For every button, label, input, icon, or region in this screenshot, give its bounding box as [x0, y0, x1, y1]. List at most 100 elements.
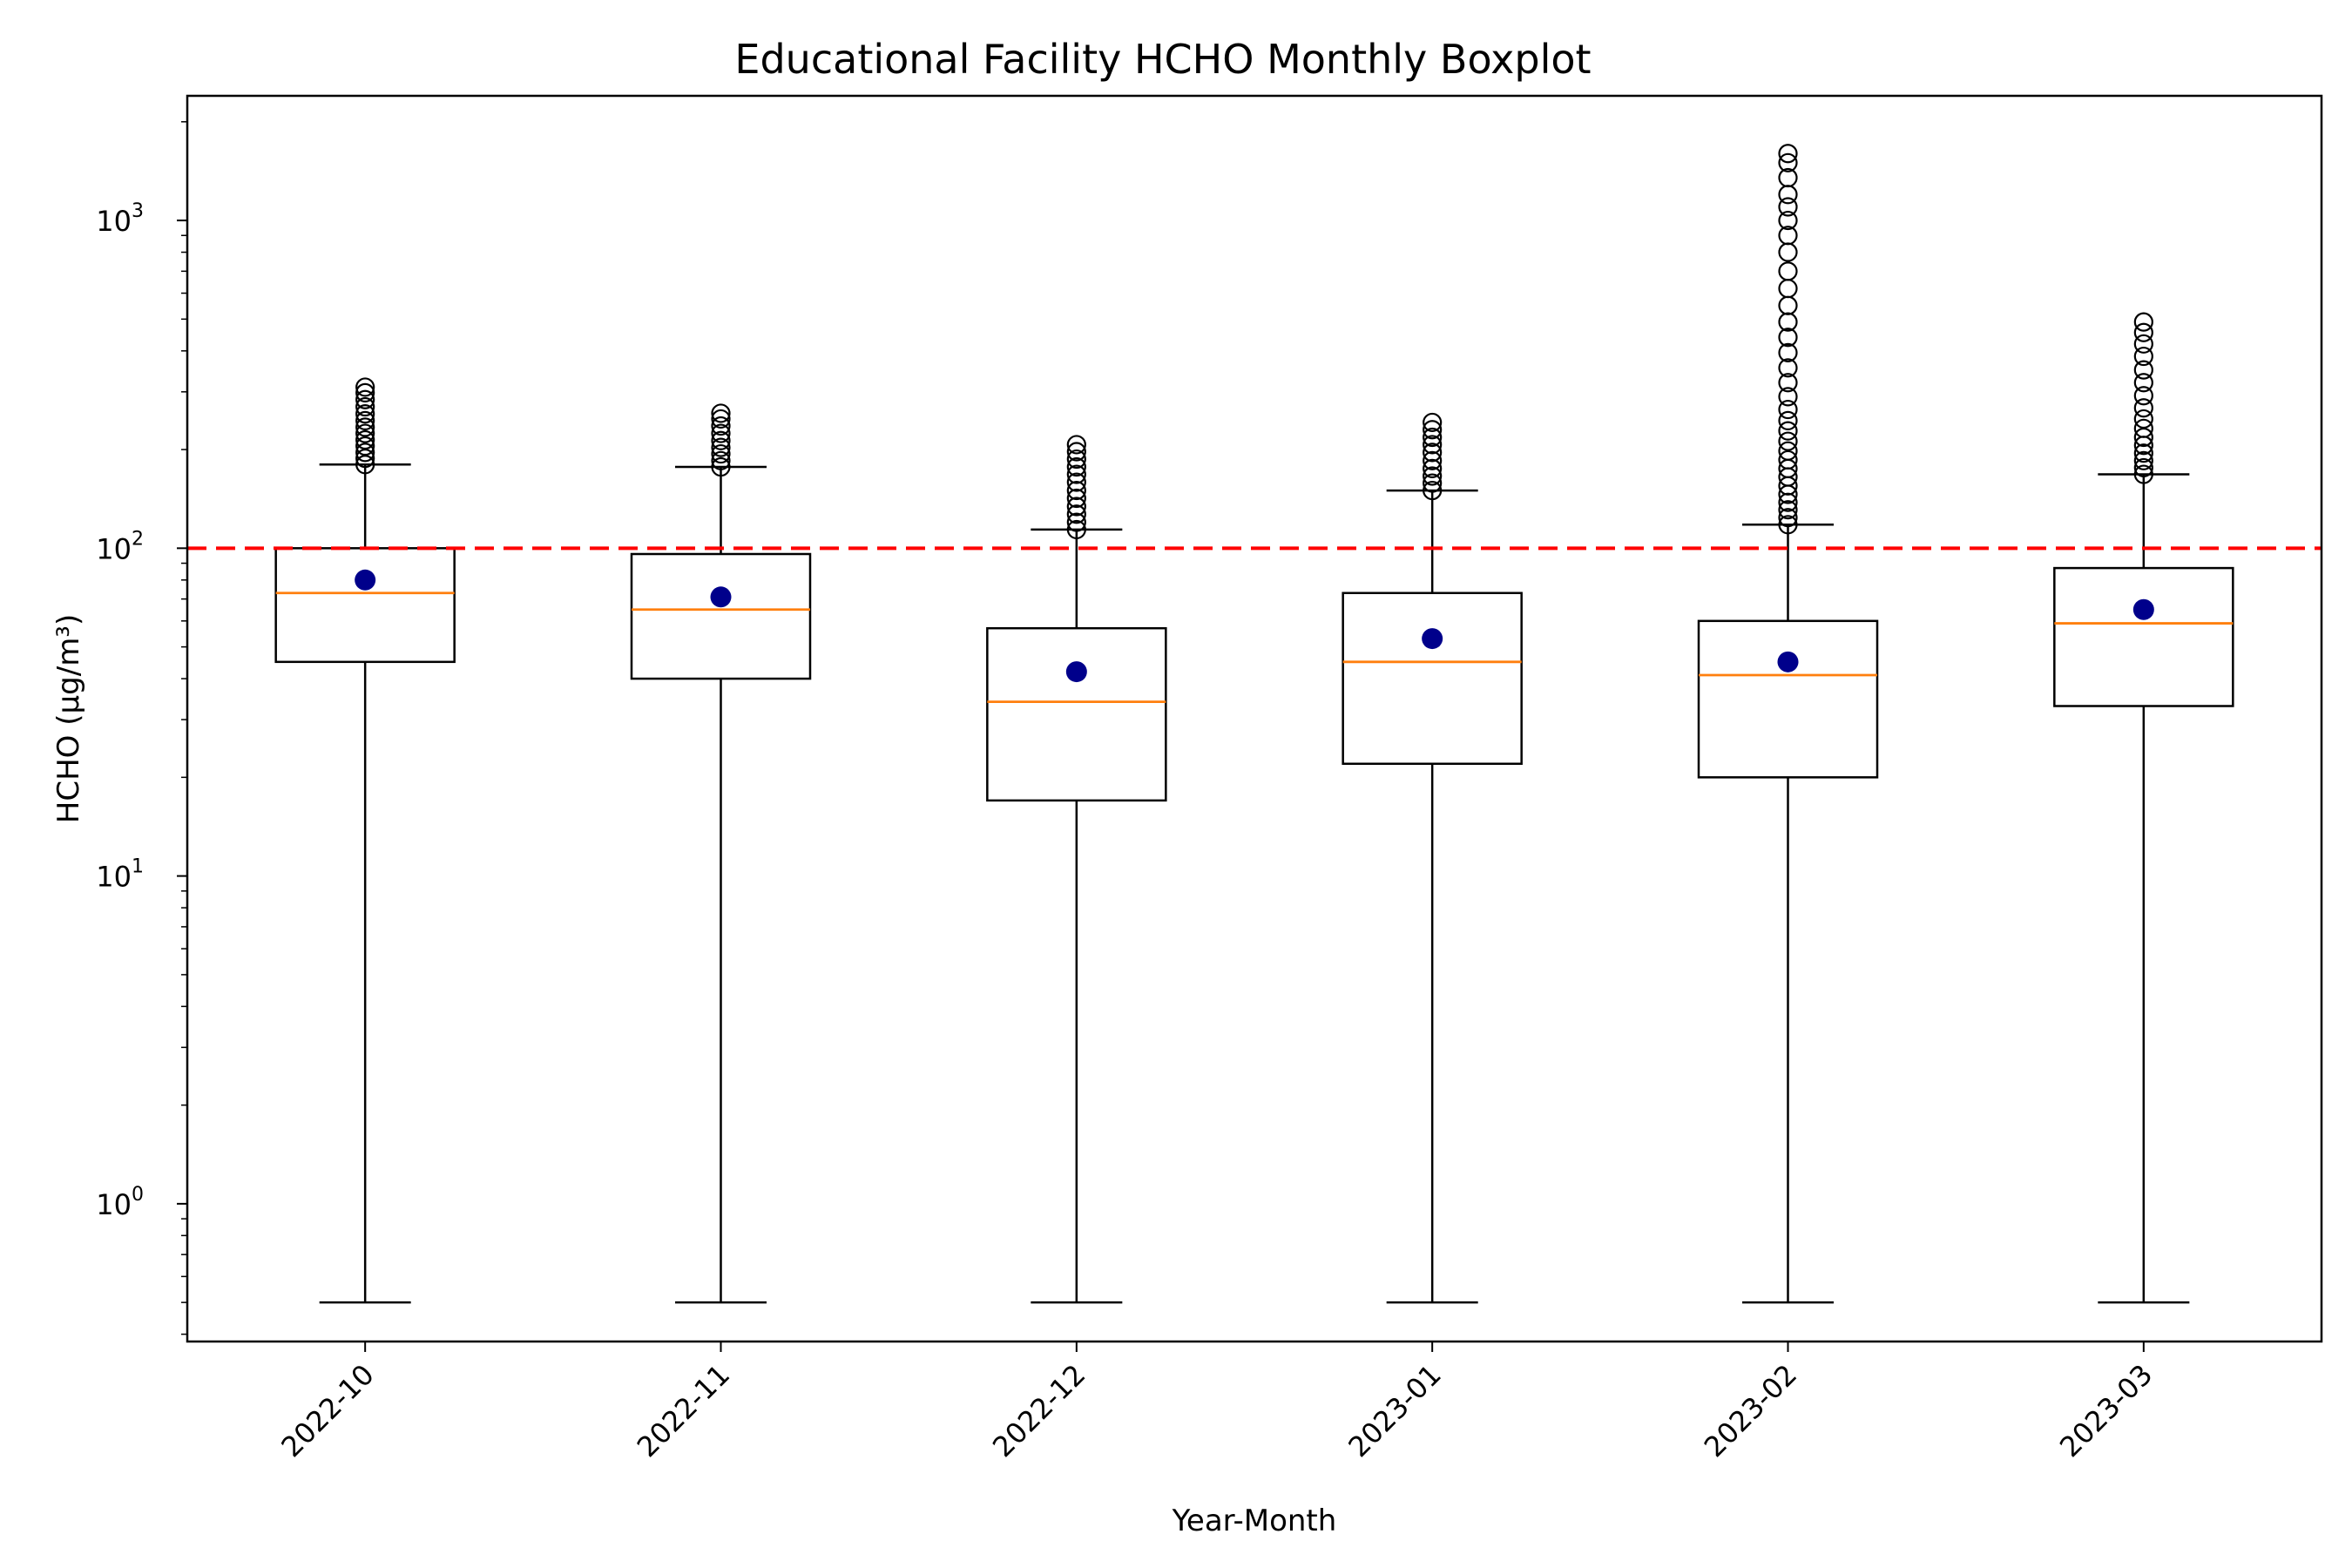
outlier-point — [355, 377, 375, 397]
outlier-point — [1423, 480, 1443, 501]
outlier-point — [1778, 242, 1798, 262]
outlier-point — [1066, 519, 1086, 540]
outlier-point — [1066, 449, 1086, 470]
outlier-point — [1423, 466, 1443, 486]
outlier-point — [711, 430, 731, 450]
box-group-2023-03 — [2053, 312, 2234, 1304]
outlier-point — [2133, 450, 2153, 470]
outlier-point — [1778, 167, 1798, 188]
outlier-point — [2133, 346, 2153, 367]
outlier-point — [355, 382, 375, 403]
outlier-point — [2133, 443, 2153, 463]
outlier-point — [355, 417, 375, 437]
box-group-2023-01 — [1342, 412, 1523, 1304]
outlier-point — [1778, 421, 1798, 441]
outlier-point — [355, 429, 375, 450]
outlier-point — [355, 436, 375, 456]
plot-frame — [186, 94, 2323, 1343]
chart-title: Educational Facility HCHO Monthly Boxplo… — [734, 36, 1591, 83]
outlier-point — [1778, 399, 1798, 420]
outlier-point — [1778, 312, 1798, 332]
box-group-2023-02 — [1697, 144, 1879, 1304]
outlier-point — [355, 410, 375, 431]
outlier-point — [2133, 373, 2153, 393]
box-iqr — [1697, 619, 1879, 779]
outlier-point — [355, 443, 375, 463]
outlier-point — [2133, 322, 2153, 342]
outlier-point — [1778, 295, 1798, 315]
outlier-point — [1066, 497, 1086, 517]
outlier-point — [1778, 449, 1798, 470]
box-iqr — [274, 547, 456, 664]
outlier-point — [1778, 431, 1798, 451]
outlier-point — [711, 437, 731, 457]
outlier-point — [1066, 480, 1086, 501]
outlier-point — [1778, 144, 1798, 164]
outlier-point — [1066, 435, 1086, 455]
outlier-point — [711, 416, 731, 436]
x-tick-label: 2022-12 — [986, 1358, 1092, 1463]
x-axis-label: Year-Month — [1172, 1504, 1337, 1538]
outlier-point — [711, 409, 731, 429]
outlier-point — [1066, 472, 1086, 492]
outlier-point — [1423, 435, 1443, 455]
x-axis: 2022-10 2022-11 2022-12 2023-01 2023-02 2023-… — [274, 1342, 2159, 1463]
outlier-point — [711, 456, 731, 477]
outlier-point — [1423, 427, 1443, 448]
outlier-point — [1778, 197, 1798, 217]
box-iqr — [986, 626, 1167, 802]
mean-marker — [1422, 628, 1443, 650]
outlier-point — [2133, 418, 2153, 438]
outlier-point — [355, 423, 375, 443]
y-axis-label: HCHO (µg/m³) — [51, 614, 86, 823]
x-tick-label: 2023-02 — [1698, 1358, 1803, 1463]
y-tick-label: 100 — [96, 1184, 144, 1221]
outlier-point — [1778, 410, 1798, 431]
box-iqr — [2053, 566, 2234, 707]
outlier-point — [2133, 409, 2153, 429]
outlier-point — [1066, 512, 1086, 532]
outlier-point — [711, 450, 731, 470]
y-axis: 100 101 102 103 — [96, 121, 187, 1335]
outlier-point — [355, 389, 375, 409]
outlier-point — [1778, 152, 1798, 172]
outlier-point — [1778, 279, 1798, 299]
outlier-point — [1778, 358, 1798, 378]
box-iqr — [630, 552, 812, 680]
plot-area — [187, 144, 2322, 1304]
outlier-point — [1423, 412, 1443, 433]
outlier-point — [2133, 334, 2153, 354]
x-tick-label: 2023-03 — [2053, 1358, 2159, 1463]
outlier-point — [1066, 504, 1086, 524]
mean-marker — [2132, 598, 2154, 620]
box-iqr — [1342, 591, 1523, 766]
box-group-2022-10 — [274, 377, 456, 1304]
x-tick-label: 2022-10 — [274, 1358, 380, 1463]
mean-marker — [355, 569, 376, 591]
outlier-point — [355, 455, 375, 475]
outlier-point — [2133, 312, 2153, 332]
outlier-point — [1066, 456, 1086, 477]
outlier-point — [1778, 500, 1798, 520]
outlier-point — [1778, 328, 1798, 348]
box-group-2022-11 — [630, 403, 812, 1304]
x-tick-label: 2022-11 — [631, 1358, 736, 1463]
outlier-point — [1423, 473, 1443, 493]
outlier-point — [711, 423, 731, 443]
outlier-point — [1066, 442, 1086, 462]
outlier-point — [2133, 386, 2153, 406]
outlier-point — [1423, 450, 1443, 470]
outlier-point — [711, 443, 731, 464]
mean-marker — [710, 586, 732, 608]
outlier-point — [355, 396, 375, 417]
outlier-point — [1778, 261, 1798, 281]
outlier-point — [1778, 373, 1798, 393]
outlier-point — [1778, 387, 1798, 407]
mean-marker — [1065, 661, 1087, 683]
mean-marker — [1777, 651, 1799, 672]
outlier-point — [2133, 464, 2153, 484]
box-group-2022-12 — [986, 435, 1167, 1304]
y-tick-label: 101 — [96, 856, 144, 894]
outlier-point — [2133, 398, 2153, 418]
